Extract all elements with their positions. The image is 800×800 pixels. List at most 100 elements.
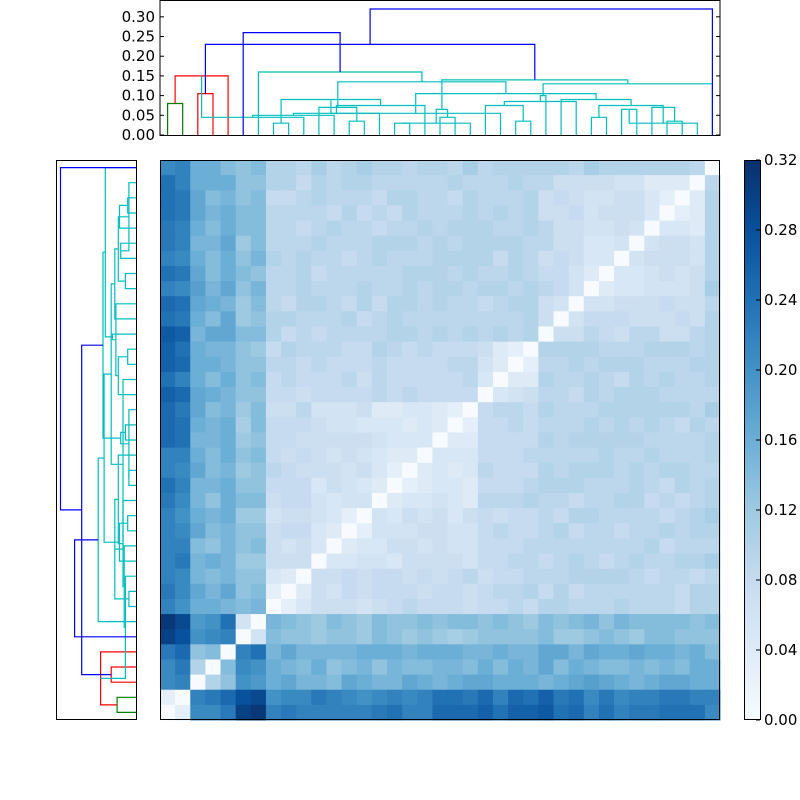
heatmap-cell [492,341,509,358]
heatmap-cell [659,311,676,327]
heatmap-cell [462,432,479,449]
heatmap-cell [235,583,252,600]
heatmap-cell [326,356,343,373]
heatmap-cell [477,220,494,237]
heatmap-cell [371,417,388,433]
heatmap-cell [356,190,373,206]
heatmap-cell [160,447,176,464]
heatmap-cell [508,568,524,585]
heatmap-cell [205,447,222,464]
heatmap-cell [492,674,509,691]
heatmap-cell [402,190,418,206]
heatmap-cell [568,538,585,555]
heatmap-cell [417,311,433,327]
heatmap-cell [311,523,327,539]
heatmap-cell [432,265,449,282]
heatmap-cell [553,341,570,358]
heatmap-cell [326,447,343,464]
heatmap-cell [160,583,176,600]
colorbar-tick-label: 0.20 [764,361,797,379]
heatmap-cell [689,568,706,585]
heatmap-cell [462,598,479,615]
heatmap-cell [674,598,691,615]
heatmap-cell [492,432,509,449]
heatmap-cell [568,387,585,403]
heatmap-cell [220,356,237,373]
heatmap-cell [356,341,373,358]
colorbar-tick-label: 0.24 [764,291,797,309]
heatmap-cell [402,235,418,252]
heatmap-cell [477,250,494,267]
heatmap-cell [341,462,358,479]
heatmap-cell [644,281,660,297]
heatmap-cell [614,311,630,327]
heatmap-cell [190,311,206,327]
heatmap-cell [659,296,676,312]
heatmap-cell [447,447,464,464]
heatmap-cell [598,417,615,433]
heatmap-cell [175,235,191,252]
heatmap-cell [220,220,237,237]
heatmap-cell [568,371,585,388]
heatmap-cell [190,598,206,615]
heatmap-cell [235,371,252,388]
heatmap-cell [160,250,176,267]
heatmap-cell [432,402,449,418]
heatmap-cell [644,629,660,645]
heatmap-cell [402,447,418,464]
heatmap-cell [175,281,191,297]
heatmap-cell [614,538,630,555]
heatmap-cell [523,220,539,237]
heatmap-cell [281,598,297,615]
heatmap-cell [674,447,691,464]
heatmap-cell [689,205,706,222]
heatmap-cell [402,462,418,479]
heatmap-cell [508,598,524,615]
heatmap-cell [492,462,509,479]
heatmap-cell [356,629,373,645]
heatmap-cell [598,175,615,191]
heatmap-cell [659,175,676,191]
heatmap-cell [387,265,403,282]
heatmap-cell [356,205,373,222]
heatmap-cell [341,235,358,252]
heatmap-cell [250,568,267,585]
heatmap-cell [583,659,600,676]
heatmap-cell [523,281,539,297]
heatmap-cell [190,265,206,282]
heatmap-cell [356,614,373,630]
heatmap-cell [462,265,479,282]
heatmap-cell [629,417,645,433]
heatmap-cell [175,644,191,660]
heatmap-cell [598,296,615,312]
heatmap-cell [689,553,706,570]
heatmap-cell [538,583,555,600]
heatmap-cell [644,175,660,191]
heatmap-cell [281,281,297,297]
heatmap-cell [462,160,479,176]
heatmap-cell [614,175,630,191]
heatmap-cell [387,311,403,327]
heatmap-cell [175,371,191,388]
heatmap-cell [629,265,645,282]
heatmap-cell [341,371,358,388]
heatmap-cell [387,220,403,237]
heatmap-cell [341,356,358,373]
heatmap-cell [583,190,600,206]
heatmap-cell [281,341,297,358]
heatmap-cell [477,629,494,645]
heatmap-cell [371,311,388,327]
heatmap-cell [265,235,282,252]
heatmap-cell [296,417,312,433]
heatmap-cell [538,568,555,585]
heatmap-cell [629,220,645,237]
heatmap-cell [659,220,676,237]
heatmap-cell [417,235,433,252]
heatmap-cell [629,508,645,524]
heatmap-cell [629,205,645,222]
heatmap-cell [402,508,418,524]
heatmap-cell [704,568,721,585]
heatmap-cell [326,205,343,222]
heatmap-cell [371,598,388,615]
heatmap-cell [387,387,403,403]
